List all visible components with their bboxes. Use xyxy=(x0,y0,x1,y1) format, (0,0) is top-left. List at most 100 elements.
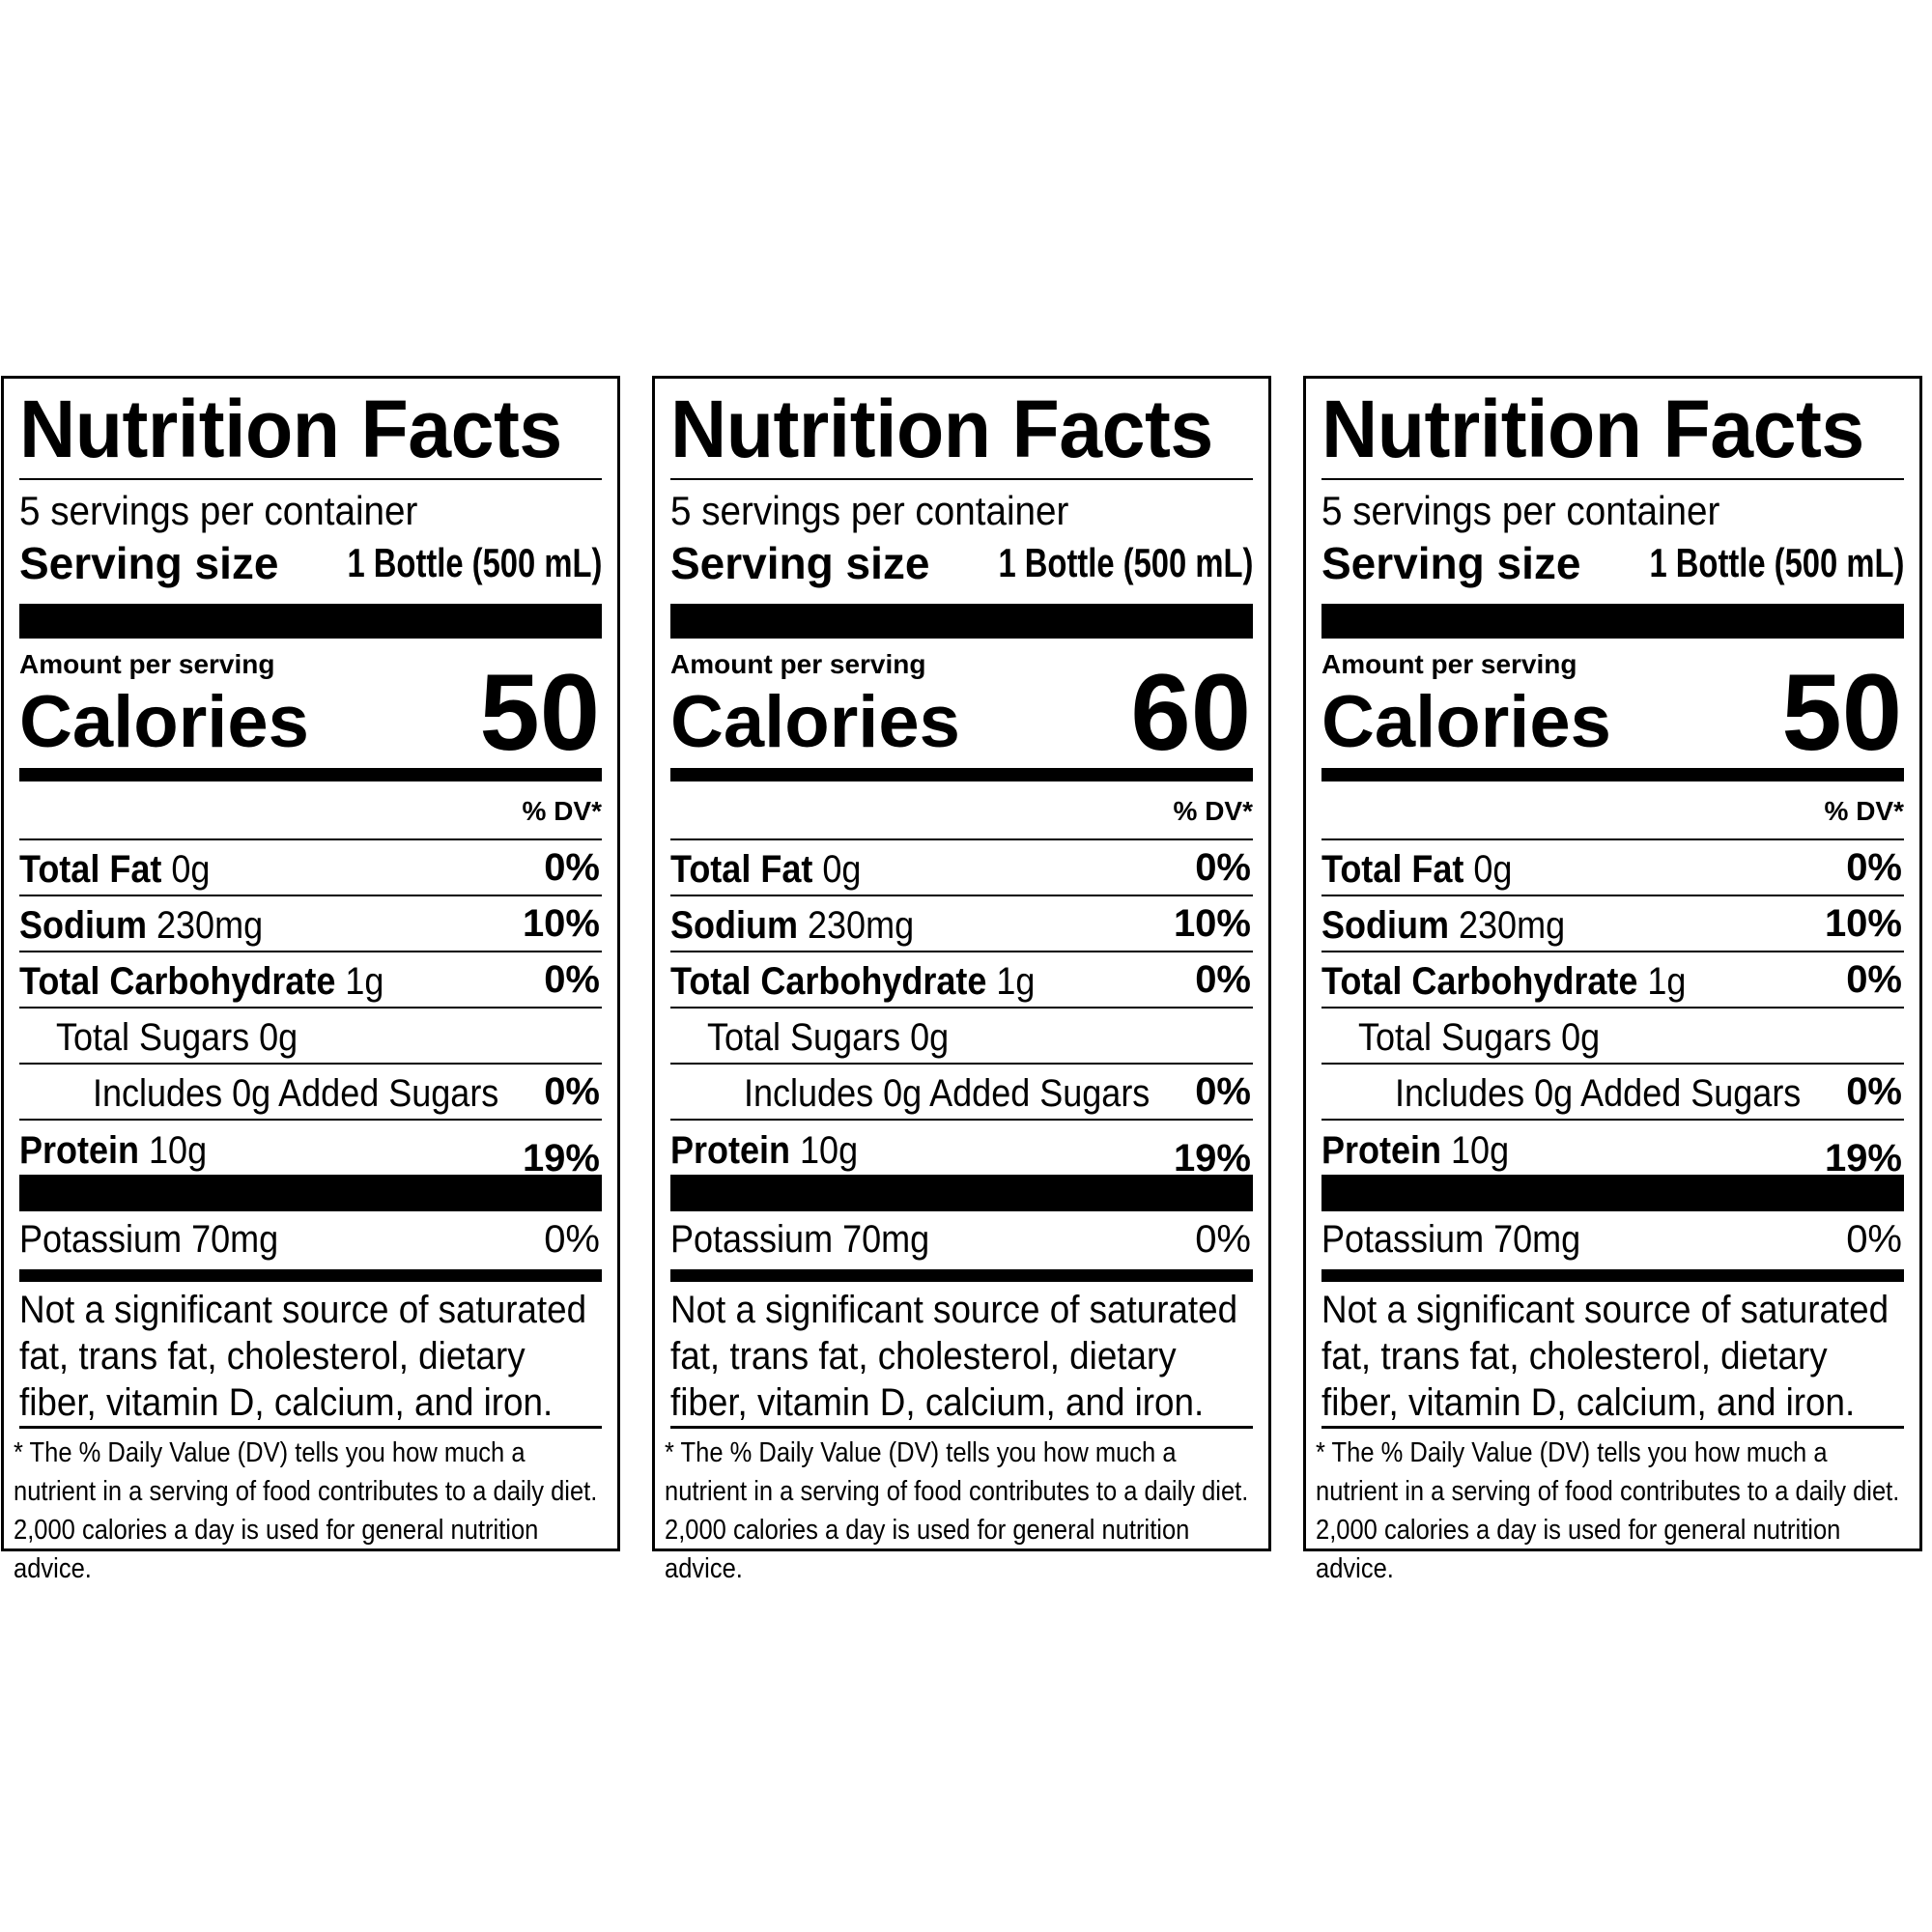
calories-value: 50 xyxy=(479,652,600,773)
nutrient-label: Total Fat 0g xyxy=(1321,850,1512,889)
nutrient-label: Total Sugars 0g xyxy=(707,1018,949,1057)
nutrient-daily-value: 0% xyxy=(1195,846,1251,889)
nutrient-daily-value: 0% xyxy=(544,846,600,889)
row-divider xyxy=(19,1063,602,1065)
nutrient-amount: 230mg xyxy=(156,904,264,947)
row-divider xyxy=(1321,1063,1904,1065)
nutrient-amount: 10g xyxy=(1451,1129,1510,1172)
daily-value-header: % DV* xyxy=(1824,796,1904,826)
nutrient-name: Total Sugars 0g xyxy=(1358,1016,1601,1059)
nutrition-facts-panel-3: Nutrition Facts 5 servings per container… xyxy=(1303,376,1922,1584)
potassium-dv: 0% xyxy=(1195,1218,1251,1261)
daily-value-header: % DV* xyxy=(1173,796,1253,826)
nutrient-name: Sodium xyxy=(670,904,799,947)
nutrient-label: Total Sugars 0g xyxy=(1358,1018,1600,1057)
nutrition-facts-panel-2: Nutrition Facts 5 servings per container… xyxy=(652,376,1271,1584)
medium-divider xyxy=(1321,768,1904,781)
panel-title: Nutrition Facts xyxy=(1321,384,1864,474)
divider xyxy=(19,478,602,480)
thick-divider xyxy=(1321,604,1904,639)
row-divider xyxy=(19,951,602,952)
thick-divider xyxy=(19,1175,602,1211)
nutrient-daily-value: 0% xyxy=(1846,958,1902,1001)
medium-divider xyxy=(1321,1269,1904,1282)
calories-label: Calories xyxy=(670,681,960,763)
row-divider xyxy=(670,1063,1253,1065)
servings-per-container: 5 servings per container xyxy=(19,488,418,533)
nutrient-name: Total Sugars 0g xyxy=(56,1016,298,1059)
nutrient-daily-value: 10% xyxy=(1824,902,1902,945)
row-divider xyxy=(19,895,602,896)
nutrient-amount: 10g xyxy=(800,1129,859,1172)
nutrient-label: Total Carbohydrate 1g xyxy=(670,962,1035,1001)
medium-divider xyxy=(670,768,1253,781)
potassium-label: Potassium 70mg xyxy=(19,1218,279,1261)
nutrient-amount: 1g xyxy=(1647,960,1687,1003)
nutrient-name: Total Fat xyxy=(1321,848,1464,891)
nutrient-name: Protein xyxy=(670,1129,791,1172)
nutrient-label: Total Carbohydrate 1g xyxy=(1321,962,1686,1001)
nutrient-daily-value: 10% xyxy=(1173,902,1251,945)
row-divider xyxy=(1321,895,1904,896)
nutrient-name: Total Carbohydrate xyxy=(19,960,336,1003)
row-divider xyxy=(1321,838,1904,840)
nutrient-label: Protein 10g xyxy=(1321,1131,1509,1170)
potassium-label: Potassium 70mg xyxy=(1321,1218,1581,1261)
nutrient-daily-value: 0% xyxy=(1195,1070,1251,1113)
calories-label: Calories xyxy=(1321,681,1611,763)
nutrient-amount: 1g xyxy=(996,960,1036,1003)
nutrient-name: Sodium xyxy=(19,904,148,947)
nutrient-label: Includes 0g Added Sugars xyxy=(744,1074,1150,1113)
nutrient-label: Total Sugars 0g xyxy=(56,1018,298,1057)
divider xyxy=(670,1426,1253,1429)
medium-divider xyxy=(19,1269,602,1282)
nutrient-name: Total Fat xyxy=(19,848,162,891)
row-divider xyxy=(670,1119,1253,1121)
amount-per-serving: Amount per serving xyxy=(670,649,926,679)
thick-divider xyxy=(1321,1175,1904,1211)
serving-size-value: 1 Bottle (500 mL) xyxy=(1649,540,1904,585)
nutrient-daily-value: 19% xyxy=(1824,1137,1902,1179)
nutrient-daily-value: 19% xyxy=(1173,1137,1251,1179)
row-divider xyxy=(19,1007,602,1009)
amount-per-serving: Amount per serving xyxy=(1321,649,1577,679)
nutrient-name: Protein xyxy=(1321,1129,1442,1172)
nutrient-label: Sodium 230mg xyxy=(670,906,914,945)
potassium-dv: 0% xyxy=(544,1218,600,1261)
nutrient-daily-value: 0% xyxy=(544,958,600,1001)
nutrient-amount: 230mg xyxy=(808,904,915,947)
panel-title: Nutrition Facts xyxy=(670,384,1213,474)
divider xyxy=(1321,1426,1904,1429)
not-significant-statement: Not a significant source of saturated fa… xyxy=(19,1289,587,1424)
calories-value: 60 xyxy=(1130,652,1251,773)
nutrient-name: Includes 0g Added Sugars xyxy=(1395,1072,1802,1115)
row-divider xyxy=(670,838,1253,840)
serving-size-label: Serving size xyxy=(1321,538,1581,588)
nutrient-name: Total Carbohydrate xyxy=(670,960,987,1003)
nutrient-daily-value: 10% xyxy=(522,902,600,945)
nutrient-name: Total Fat xyxy=(670,848,813,891)
potassium-label: Potassium 70mg xyxy=(670,1218,930,1261)
nutrient-label: Protein 10g xyxy=(19,1131,207,1170)
nutrient-label: Protein 10g xyxy=(670,1131,858,1170)
row-divider xyxy=(1321,951,1904,952)
row-divider xyxy=(19,838,602,840)
nutrient-daily-value: 0% xyxy=(544,1070,600,1113)
nutrient-label: Sodium 230mg xyxy=(1321,906,1565,945)
thick-divider xyxy=(19,604,602,639)
serving-size-value: 1 Bottle (500 mL) xyxy=(998,540,1253,585)
nutrient-label: Total Fat 0g xyxy=(670,850,861,889)
not-significant-statement: Not a significant source of saturated fa… xyxy=(670,1289,1238,1424)
nutrient-daily-value: 0% xyxy=(1846,1070,1902,1113)
nutrient-name: Total Carbohydrate xyxy=(1321,960,1638,1003)
nutrient-amount: 0g xyxy=(171,848,211,891)
nutrient-daily-value: 0% xyxy=(1195,958,1251,1001)
serving-size-label: Serving size xyxy=(670,538,930,588)
nutrient-amount: 10g xyxy=(149,1129,208,1172)
divider xyxy=(670,478,1253,480)
medium-divider xyxy=(670,1269,1253,1282)
potassium-dv: 0% xyxy=(1846,1218,1902,1261)
nutrient-name: Includes 0g Added Sugars xyxy=(93,1072,499,1115)
daily-value-footnote: * The % Daily Value (DV) tells you how m… xyxy=(665,1437,1249,1584)
daily-value-header: % DV* xyxy=(522,796,602,826)
